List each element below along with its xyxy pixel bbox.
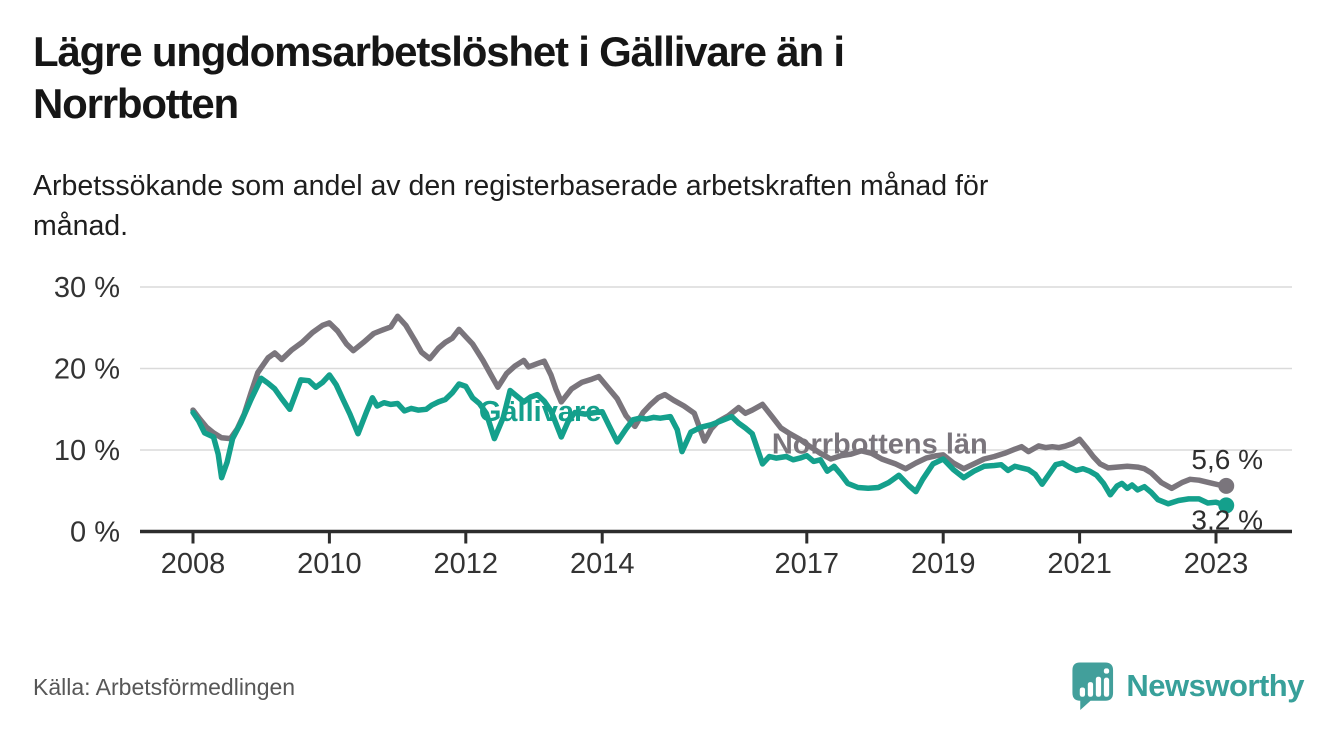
x-tick-label: 2019 [911, 548, 976, 580]
newsworthy-logo-text: Newsworthy [1126, 668, 1304, 703]
x-tick-label: 2017 [775, 548, 840, 580]
x-tick-label: 2014 [570, 548, 635, 580]
y-tick-label: 10 % [54, 435, 120, 467]
x-tick-label: 2010 [297, 548, 362, 580]
series-end-value-norrbottens-l-n: 5,6 % [1191, 444, 1263, 475]
y-tick-label: 0 % [70, 517, 120, 549]
source-note: Källa: Arbetsförmedlingen [33, 674, 296, 700]
x-tick-label: 2023 [1184, 548, 1249, 580]
series-label-g-llivare: Gällivare [479, 396, 602, 428]
x-tick-label: 2021 [1047, 548, 1112, 580]
y-tick-label: 30 % [54, 272, 120, 304]
series-end-dot-g-llivare [1218, 497, 1235, 514]
chart-subtitle: Arbetssökande som andel av den registerb… [33, 166, 1273, 246]
series-end-dot-norrbottens-l-n [1218, 477, 1235, 494]
chart-subtitle-line2: månad. [33, 210, 129, 242]
x-tick-label: 2008 [161, 548, 226, 580]
series-end-value-g-llivare: 3,2 % [1191, 504, 1263, 535]
chart-title: Lägre ungdomsarbetslöshet i Gällivare än… [33, 26, 1213, 130]
newsworthy-logo-icon [1072, 662, 1114, 710]
x-tick-label: 2012 [434, 548, 499, 580]
series-line-norrbottens-l-n [190, 313, 1229, 492]
chart-subtitle-line1: Arbetssökande som andel av den registerb… [33, 170, 989, 202]
chart-title-line2: Norrbotten [33, 80, 239, 127]
newsworthy-logo: Newsworthy [1069, 660, 1304, 712]
chart-title-line1: Lägre ungdomsarbetslöshet i Gällivare än… [33, 28, 845, 75]
y-tick-label: 20 % [54, 354, 120, 386]
series-line-g-llivare [190, 372, 1229, 509]
